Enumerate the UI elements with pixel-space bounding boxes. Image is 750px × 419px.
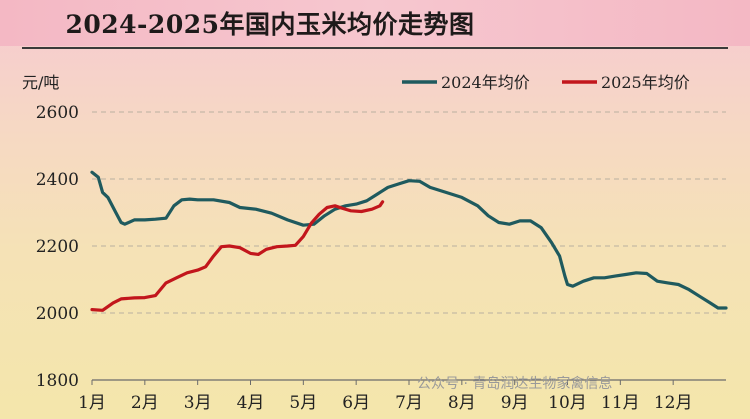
chart-title: 2024-2025年国内玉米均价走势图: [65, 10, 475, 39]
y-tick-label: 2000: [36, 304, 79, 324]
legend-label-2024: 2024年均价: [441, 73, 530, 92]
x-tick-label: 1月: [78, 393, 106, 413]
x-tick-label: 4月: [237, 393, 265, 413]
y-tick-label: 2200: [36, 237, 79, 257]
x-tick-label: 2月: [131, 393, 159, 413]
x-tick-label: 8月: [448, 393, 476, 413]
y-axis-unit: 元/吨: [22, 73, 59, 92]
series-line-2025: [90, 200, 385, 312]
y-tick-label: 2400: [36, 170, 79, 190]
x-tick-label: 12月: [654, 393, 693, 413]
series-line-2024: [90, 170, 728, 310]
legend: 2024年均价 2025年均价: [402, 73, 690, 92]
x-tick-label: 7月: [395, 393, 423, 413]
x-tick-label: 11月: [601, 393, 640, 413]
x-tick-label: 5月: [289, 393, 317, 413]
legend-label-2025: 2025年均价: [601, 73, 690, 92]
x-tick-label: 9月: [501, 393, 529, 413]
x-tick-label: 6月: [342, 393, 370, 413]
x-tick-label: 3月: [184, 393, 212, 413]
y-tick-label: 1800: [36, 371, 79, 391]
watermark-text: 公众号 · 青岛润达生物家禽信息: [417, 375, 612, 392]
y-tick-label: 2600: [36, 103, 79, 123]
title-banner: [0, 0, 750, 46]
title-underline: [22, 47, 728, 49]
x-tick-label: 10月: [548, 393, 587, 413]
